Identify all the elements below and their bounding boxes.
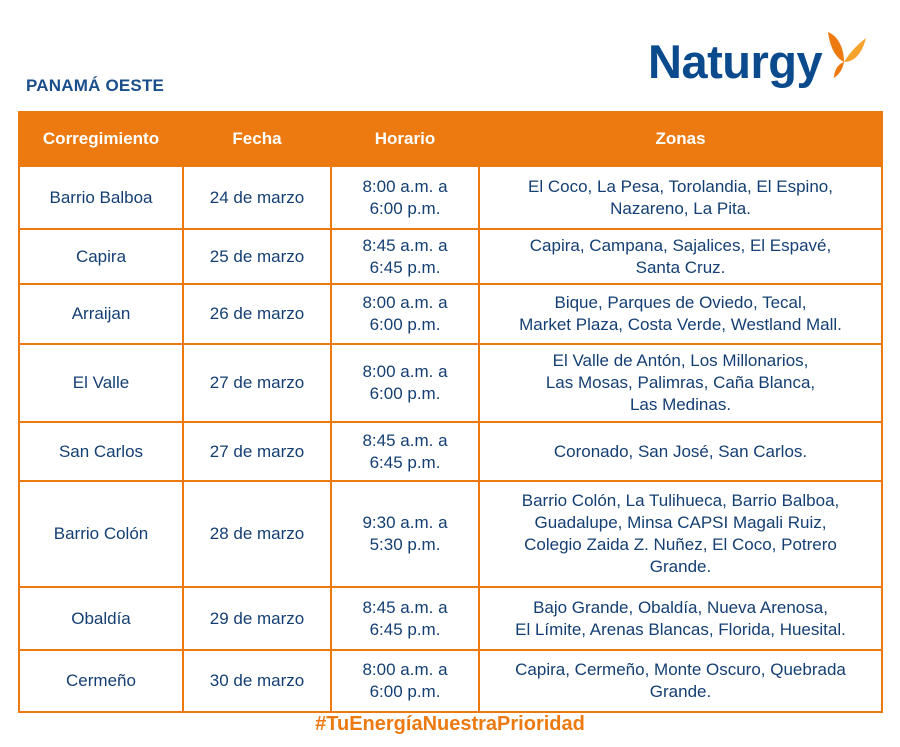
- cell-horario: 8:45 a.m. a 6:45 p.m.: [330, 228, 480, 285]
- horario-start: 8:00 a.m. a: [362, 362, 448, 381]
- table-row: Barrio Colón 28 de marzo 9:30 a.m. a 5:30…: [18, 480, 883, 588]
- cell-horario: 8:00 a.m. a 6:00 p.m.: [330, 649, 480, 713]
- cell-horario: 8:00 a.m. a 6:00 p.m.: [330, 343, 480, 423]
- cell-horario: 9:30 a.m. a 5:30 p.m.: [330, 480, 480, 588]
- zonas-line: Grande.: [649, 682, 712, 701]
- horario-start: 8:45 a.m. a: [362, 235, 448, 255]
- horario-start: 8:45 a.m. a: [362, 597, 448, 617]
- horario-end: 6:00 p.m.: [369, 682, 441, 701]
- zonas-line: Barrio Colón, La Tulihueca, Barrio Balbo…: [521, 491, 840, 510]
- zonas-line: Capira, Cermeño, Monte Oscuro, Quebrada: [515, 660, 846, 679]
- header-horario: Horario: [330, 111, 480, 167]
- naturgy-logo: Naturgy: [648, 28, 868, 85]
- zonas-line: Santa Cruz.: [635, 257, 726, 277]
- table-row: El Valle 27 de marzo 8:00 a.m. a 6:00 p.m…: [18, 343, 883, 423]
- cell-horario: 8:00 a.m. a 6:00 p.m.: [330, 165, 480, 230]
- horario-start: 9:30 a.m. a: [362, 513, 448, 532]
- cell-corregimiento: Cermeño: [18, 649, 184, 713]
- cell-zonas: Bajo Grande, Obaldía, Nueva Arenosa, El L…: [478, 586, 883, 651]
- cell-fecha: 29 de marzo: [182, 586, 332, 651]
- header-corregimiento: Corregimiento: [18, 111, 184, 167]
- zonas-line: El Límite, Arenas Blancas, Florida, Hues…: [515, 619, 846, 639]
- zonas-line: Bique, Parques de Oviedo, Tecal,: [554, 293, 807, 312]
- table-row: Cermeño 30 de marzo 8:00 a.m. a 6:00 p.m.…: [18, 649, 883, 713]
- zonas-line: Colegio Zaida Z. Nuñez, El Coco, Potrero: [524, 535, 837, 554]
- cell-zonas: Capira, Campana, Sajalices, El Espavé, Sa…: [478, 228, 883, 285]
- horario-start: 8:00 a.m. a: [362, 176, 448, 196]
- horario-end: 6:00 p.m.: [369, 384, 441, 403]
- zonas-line: Las Medinas.: [629, 395, 732, 414]
- horario-end: 6:00 p.m.: [369, 198, 441, 218]
- header-fecha: Fecha: [182, 111, 332, 167]
- cell-zonas: Capira, Cermeño, Monte Oscuro, Quebrada G…: [478, 649, 883, 713]
- table-row: Barrio Balboa 24 de marzo 8:00 a.m. a 6:0…: [18, 165, 883, 230]
- cell-horario: 8:45 a.m. a 6:45 p.m.: [330, 421, 480, 482]
- horario-end: 6:45 p.m.: [369, 452, 441, 472]
- cell-corregimiento: El Valle: [18, 343, 184, 423]
- cell-corregimiento: Barrio Colón: [18, 480, 184, 588]
- table-row: Obaldía 29 de marzo 8:45 a.m. a 6:45 p.m.…: [18, 586, 883, 651]
- cell-zonas: Barrio Colón, La Tulihueca, Barrio Balbo…: [478, 480, 883, 588]
- zonas-line: El Coco, La Pesa, Torolandia, El Espino,: [528, 176, 833, 196]
- horario-start: 8:45 a.m. a: [362, 430, 448, 450]
- zonas-line: Bajo Grande, Obaldía, Nueva Arenosa,: [533, 597, 828, 617]
- cell-corregimiento: Barrio Balboa: [18, 165, 184, 230]
- zonas-line: Grande.: [649, 557, 712, 576]
- schedule-table: Corregimiento Fecha Horario Zonas Barrio…: [18, 111, 883, 713]
- zonas-line: Las Mosas, Palimras, Caña Blanca,: [545, 373, 816, 392]
- table-row: Arraijan 26 de marzo 8:00 a.m. a 6:00 p.m…: [18, 283, 883, 345]
- table-header-row: Corregimiento Fecha Horario Zonas: [18, 111, 883, 167]
- table-row: Capira 25 de marzo 8:45 a.m. a 6:45 p.m. …: [18, 228, 883, 285]
- cell-corregimiento: Obaldía: [18, 586, 184, 651]
- zonas-line: Nazareno, La Pita.: [610, 198, 751, 218]
- zonas-line: Capira, Campana, Sajalices, El Espavé,: [529, 235, 832, 255]
- campaign-hashtag: #TuEnergíaNuestraPrioridad: [315, 713, 585, 735]
- table-row: San Carlos 27 de marzo 8:45 a.m. a 6:45 p…: [18, 421, 883, 482]
- cell-fecha: 24 de marzo: [182, 165, 332, 230]
- zonas-line: Guadalupe, Minsa CAPSI Magali Ruiz,: [534, 513, 827, 532]
- cell-corregimiento: San Carlos: [18, 421, 184, 482]
- zonas-line: Market Plaza, Costa Verde, Westland Mall…: [519, 315, 842, 334]
- cell-fecha: 27 de marzo: [182, 343, 332, 423]
- horario-end: 6:45 p.m.: [369, 619, 441, 639]
- zonas-line: Coronado, San José, San Carlos.: [553, 441, 808, 461]
- butterfly-icon: [828, 32, 867, 78]
- cell-fecha: 25 de marzo: [182, 228, 332, 285]
- header-zonas: Zonas: [478, 111, 883, 167]
- cell-corregimiento: Arraijan: [18, 283, 184, 345]
- cell-corregimiento: Capira: [18, 228, 184, 285]
- cell-fecha: 30 de marzo: [182, 649, 332, 713]
- cell-fecha: 28 de marzo: [182, 480, 332, 588]
- horario-end: 5:30 p.m.: [369, 535, 441, 554]
- horario-end: 6:45 p.m.: [369, 257, 441, 277]
- logo-wordmark: Naturgy: [648, 35, 823, 88]
- cell-zonas: Coronado, San José, San Carlos.: [478, 421, 883, 482]
- horario-end: 6:00 p.m.: [369, 315, 441, 334]
- horario-start: 8:00 a.m. a: [362, 293, 448, 312]
- zonas-line: El Valle de Antón, Los Millonarios,: [552, 351, 809, 370]
- region-title: PANAMÁ OESTE: [26, 76, 165, 95]
- cell-zonas: El Valle de Antón, Los Millonarios, Las M…: [478, 343, 883, 423]
- cell-fecha: 27 de marzo: [182, 421, 332, 482]
- cell-zonas: Bique, Parques de Oviedo, Tecal, Market P…: [478, 283, 883, 345]
- horario-start: 8:00 a.m. a: [362, 660, 448, 679]
- cell-horario: 8:45 a.m. a 6:45 p.m.: [330, 586, 480, 651]
- cell-horario: 8:00 a.m. a 6:00 p.m.: [330, 283, 480, 345]
- cell-zonas: El Coco, La Pesa, Torolandia, El Espino,…: [478, 165, 883, 230]
- cell-fecha: 26 de marzo: [182, 283, 332, 345]
